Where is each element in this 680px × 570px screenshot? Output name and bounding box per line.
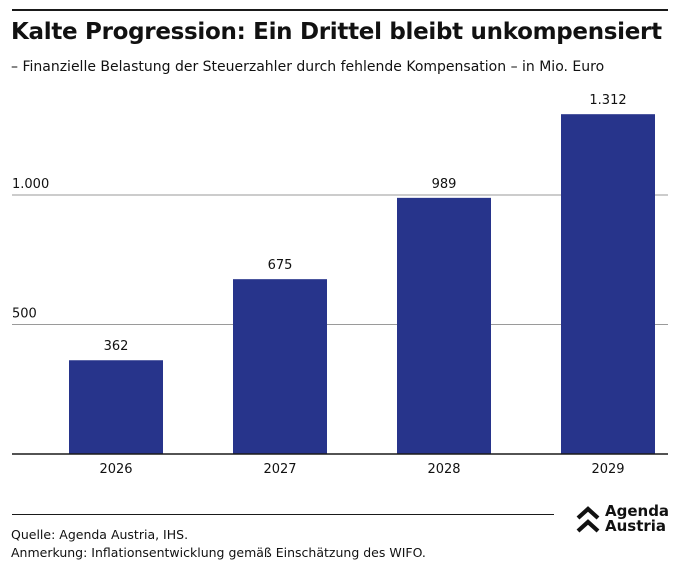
note-text: Anmerkung: Inflationsentwicklung gemäß E… [11,545,426,560]
chart-subtitle: – Finanzielle Belastung der Steuerzahler… [11,59,605,75]
x-tick-label: 2028 [427,462,460,477]
bar [233,279,327,454]
value-label: 989 [432,177,457,192]
value-label: 1.312 [589,93,626,108]
footer-rule [12,514,554,515]
bar [69,360,163,454]
logo-line-2: Austria [605,517,667,535]
chart-title: Kalte Progression: Ein Drittel bleibt un… [11,19,662,45]
chevron-up-icon [576,506,600,533]
bar [561,114,655,454]
logo-line-1: Agenda [605,502,670,520]
x-tick-label: 2026 [99,462,132,477]
value-label: 675 [268,258,293,273]
y-tick-label: 500 [12,307,37,322]
y-tick-label: 1.000 [12,177,49,192]
x-tick-label: 2027 [263,462,296,477]
source-text: Quelle: Agenda Austria, IHS. [11,527,189,542]
bar-chart: 500 1.000 362 2026 675 2027 989 2028 1.312 2029 [12,93,668,477]
logo-text: Agenda Austria [605,504,669,534]
top-rule [12,9,668,11]
value-label: 362 [104,339,129,354]
agenda-austria-logo: Agenda Austria [576,504,676,538]
bar [397,197,491,454]
x-tick-label: 2029 [591,462,624,477]
